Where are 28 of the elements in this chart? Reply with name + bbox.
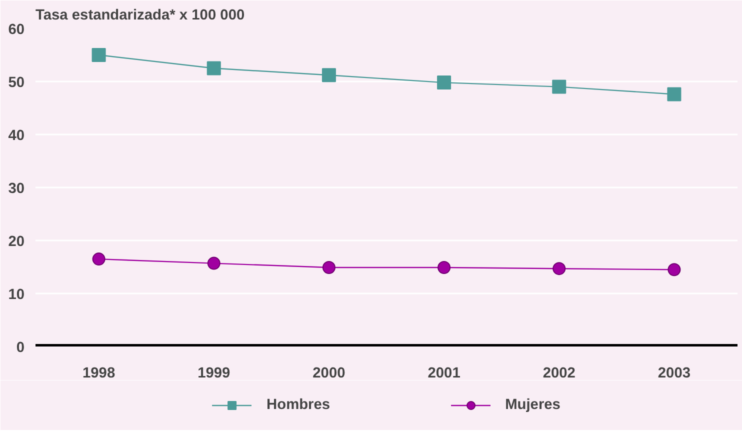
y-tick-label: 50 [8,75,25,91]
point [667,87,682,102]
y-tick-label: 40 [8,128,25,144]
point [668,263,681,276]
point [207,256,220,270]
legend-label: Hombres [266,397,330,413]
x-tick-label: 2002 [542,366,576,382]
x-tick-label: 1999 [198,366,230,382]
x-tick-label: 2003 [658,366,691,382]
x-tick-label: 2000 [312,366,346,382]
y-tick-label: 30 [8,181,25,197]
point [552,262,566,276]
point [322,68,336,82]
point [206,61,221,76]
point [322,261,336,274]
x-tick-label: 1998 [82,366,116,382]
y-tick-label: 10 [8,287,25,303]
point [92,48,106,62]
point [552,80,566,94]
y-axis-title: Tasa estandarizada* x 100 000 [36,8,245,24]
point [437,76,452,90]
y-tick-label: 0 [16,340,25,356]
point [92,252,106,266]
x-tick-label: 2001 [428,366,460,382]
y-tick-label: 20 [8,234,25,250]
y-tick-label: 60 [8,22,25,38]
point [438,261,451,274]
legend-label: Mujeres [505,397,560,413]
